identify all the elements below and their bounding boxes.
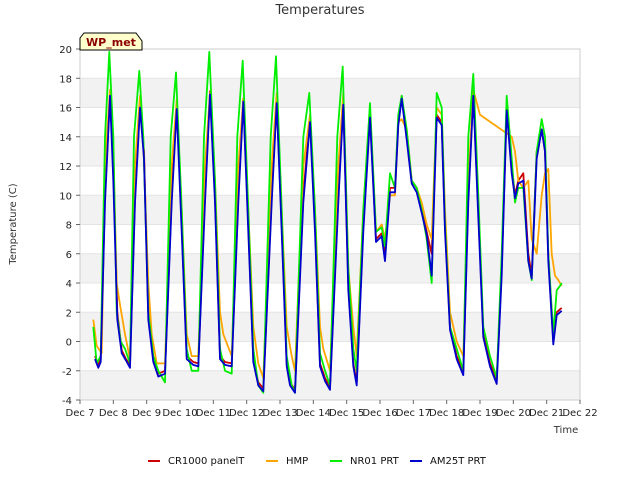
- y-tick-label: 8: [66, 221, 72, 232]
- legend-label: AM25T PRT: [430, 456, 487, 467]
- grid-band: [80, 136, 580, 166]
- chart-title: Temperatures: [274, 3, 364, 18]
- badge-shape: [79, 32, 143, 51]
- grid-band: [80, 283, 580, 313]
- y-tick-label: -2: [62, 367, 72, 378]
- x-tick-label: Dec 15: [329, 408, 364, 419]
- x-tick-label: Dec 20: [496, 408, 531, 419]
- y-tick-label: 0: [66, 338, 72, 349]
- grid-band: [80, 49, 580, 79]
- station-badge: WP_met: [79, 32, 143, 51]
- grid-band: [80, 253, 580, 283]
- x-tick-label: Dec 8: [99, 408, 128, 419]
- y-tick-label: -4: [62, 396, 72, 407]
- x-tick-label: Dec 10: [162, 408, 197, 419]
- legend: CR1000 panelT HMP NR01 PRT AM25T PRT: [148, 456, 487, 467]
- y-axis-label: Temperature (C): [8, 183, 19, 265]
- y-tick-label: 16: [59, 104, 72, 115]
- grid-band: [80, 312, 580, 342]
- x-tick-label: Dec 11: [196, 408, 231, 419]
- x-tick-label: Dec 21: [529, 408, 564, 419]
- y-tick-label: 20: [59, 45, 72, 56]
- grid-band: [80, 107, 580, 137]
- series-line-am25t-prt: [94, 93, 563, 394]
- y-tick-label: 4: [66, 279, 72, 290]
- x-tick-label: Dec 18: [429, 408, 464, 419]
- y-tick-label: 18: [59, 74, 72, 85]
- x-tick-label: Dec 12: [229, 408, 264, 419]
- x-tick-label: Dec 14: [296, 408, 331, 419]
- x-tick-label: Dec 13: [262, 408, 297, 419]
- x-axis-label: Time: [553, 425, 578, 436]
- grid-band: [80, 195, 580, 225]
- legend-label: HMP: [286, 456, 308, 467]
- x-tick-label: Dec 22: [562, 408, 597, 419]
- y-axis-ticks: -4 -2 0 2 4 6 8 10 12 14 16 18 20: [59, 45, 80, 407]
- legend-label: CR1000 panelT: [168, 456, 245, 467]
- x-tick-label: Dec 19: [462, 408, 497, 419]
- grid-bands: [80, 48, 580, 401]
- y-tick-label: 12: [59, 162, 72, 173]
- y-tick-label: 10: [59, 191, 72, 202]
- grid-band: [80, 78, 580, 108]
- y-tick-label: 6: [66, 250, 72, 261]
- grid-band: [80, 166, 580, 196]
- y-tick-label: 14: [59, 133, 72, 144]
- x-tick-label: Dec 16: [362, 408, 397, 419]
- legend-label: NR01 PRT: [350, 456, 400, 467]
- badge-label: WP_met: [86, 36, 136, 49]
- x-tick-label: Dec 7: [66, 408, 95, 419]
- x-tick-label: Dec 9: [132, 408, 161, 419]
- y-tick-label: 2: [66, 308, 72, 319]
- x-tick-label: Dec 17: [396, 408, 431, 419]
- grid-band: [80, 224, 580, 254]
- series-layer: [92, 51, 563, 394]
